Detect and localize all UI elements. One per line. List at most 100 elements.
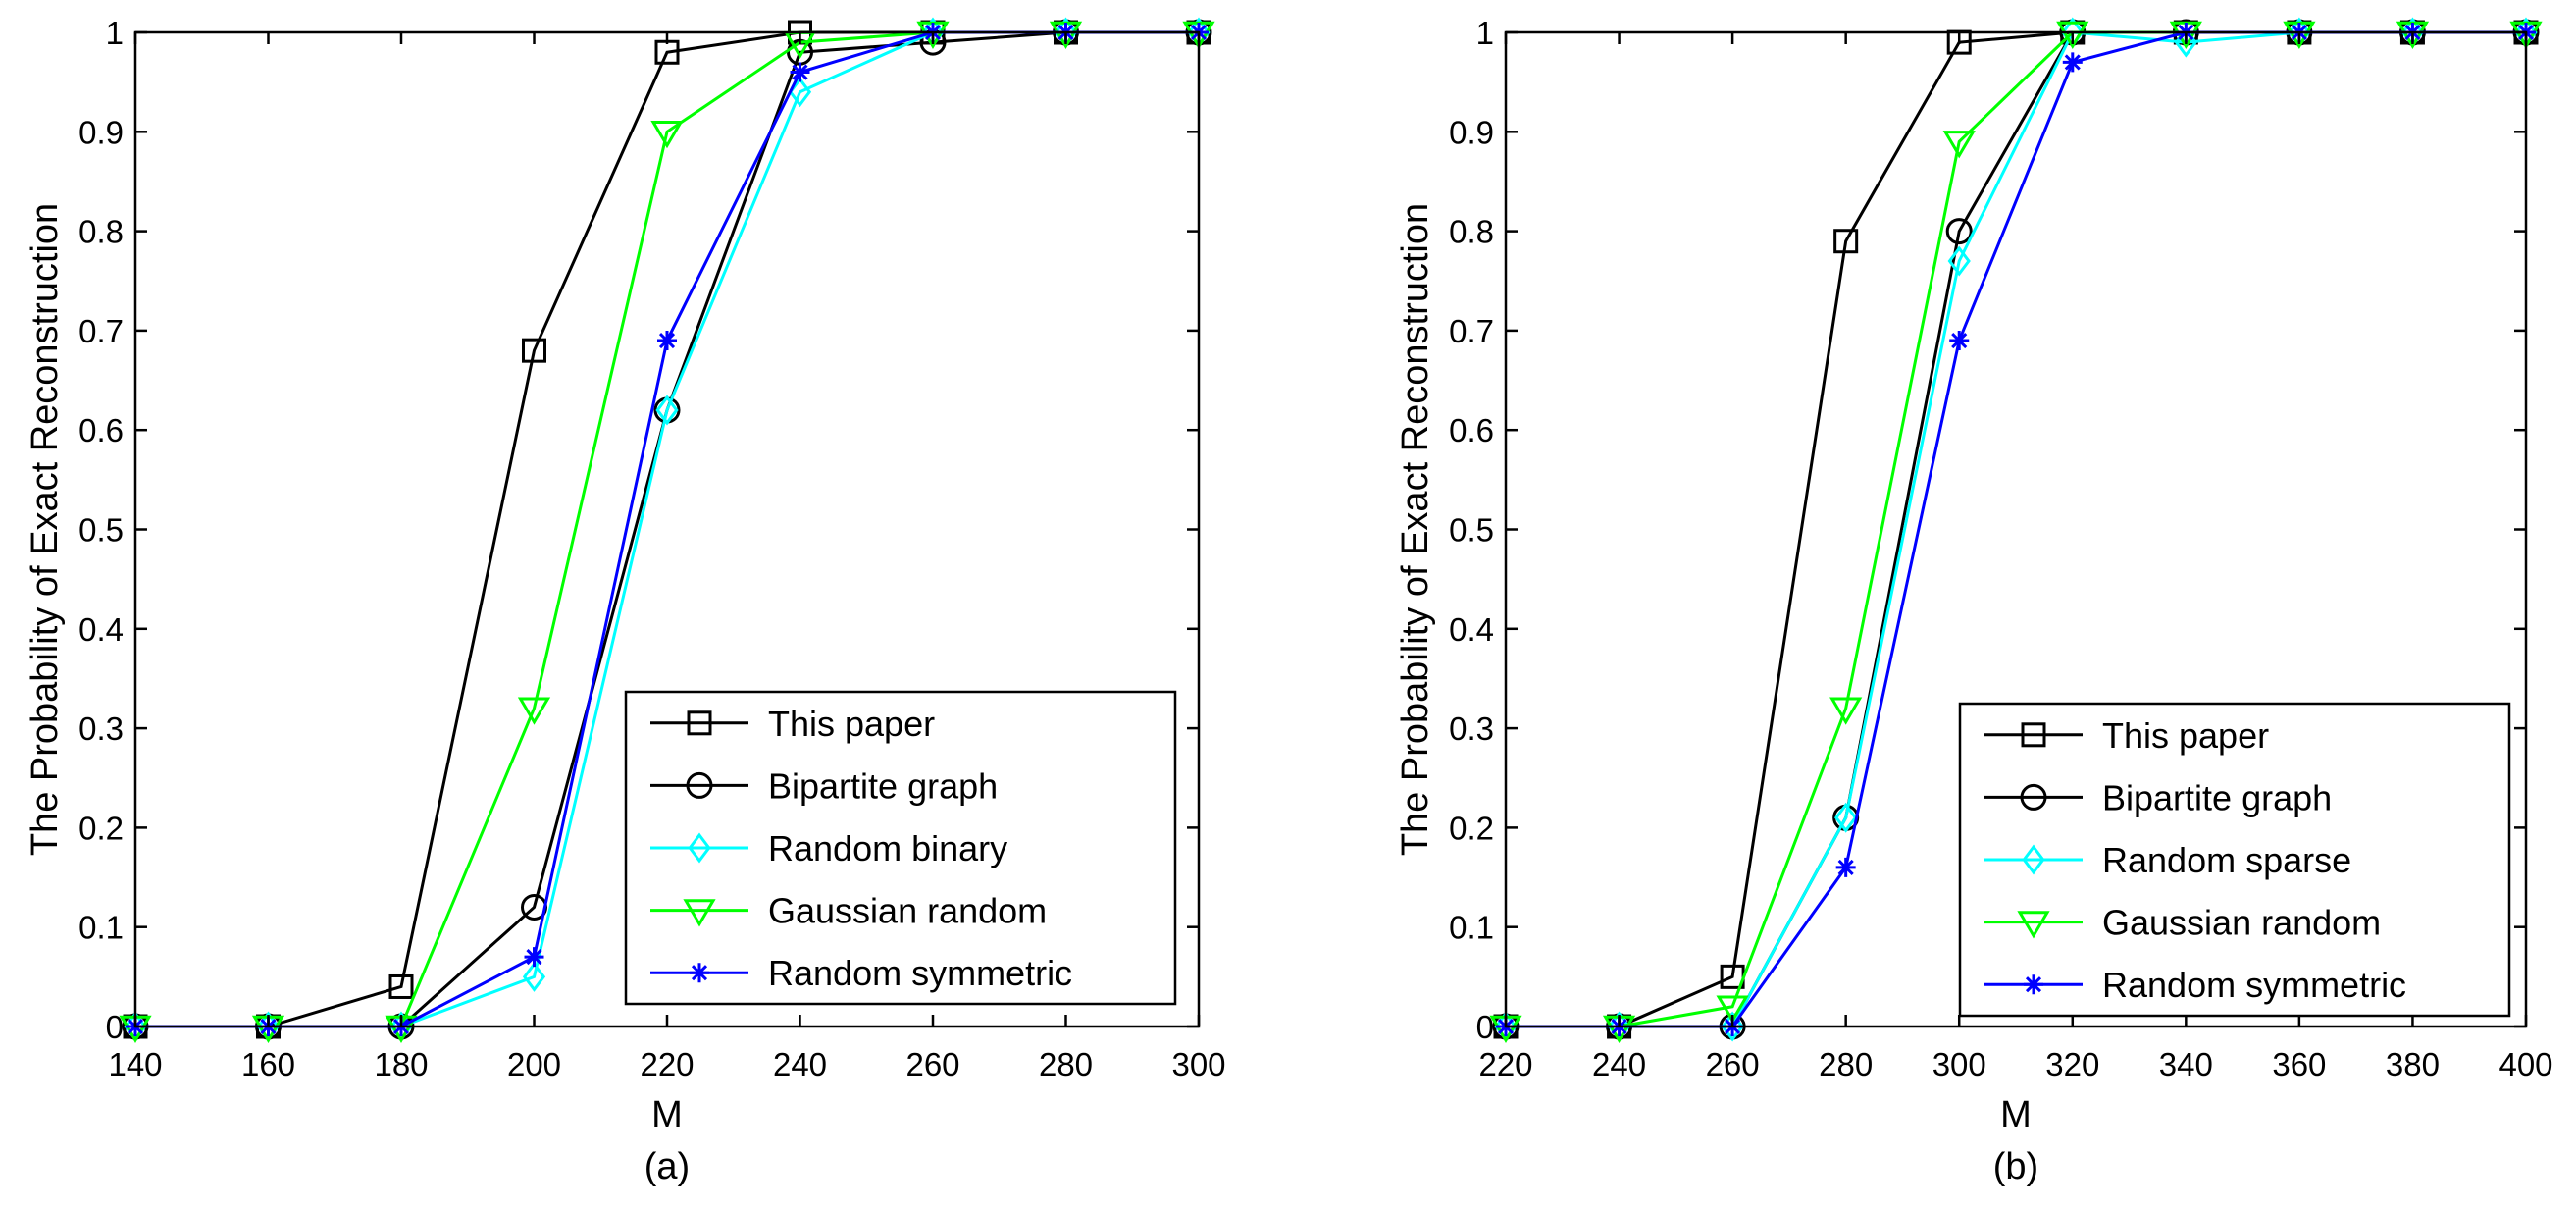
y-tick-label: 0.8 <box>1449 214 1494 250</box>
y-axis-label: The Probability of Exact Reconstruction <box>1395 203 1436 856</box>
x-tick-label: 260 <box>1706 1046 1760 1082</box>
legend-item: This paper <box>1984 715 2269 756</box>
legend-label: Random symmetric <box>2102 965 2406 1005</box>
data-point <box>1829 697 1863 725</box>
y-axis-label: The Probability of Exact Reconstruction <box>25 203 66 856</box>
x-tick-label: 260 <box>905 1046 959 1082</box>
x-tick-label: 320 <box>2045 1046 2099 1082</box>
x-tick-label: 400 <box>2499 1046 2552 1082</box>
data-point <box>650 121 684 149</box>
legend-label: Random sparse <box>2102 840 2351 880</box>
y-tick-label: 0.9 <box>1449 114 1494 150</box>
x-tick-label: 280 <box>1819 1046 1873 1082</box>
y-tick-label: 0.4 <box>1449 611 1494 648</box>
legend-label: Random symmetric <box>768 953 1072 993</box>
legend-swatch-marker <box>2022 844 2045 875</box>
legend-swatch-marker <box>2021 722 2046 748</box>
legend-item: Random sparse <box>1984 840 2351 880</box>
x-tick-label: 180 <box>374 1046 428 1082</box>
x-tick-label: 340 <box>2159 1046 2213 1082</box>
y-tick-label: 1 <box>1476 15 1494 51</box>
x-tick-label: 220 <box>1478 1046 1532 1082</box>
legend-item: Bipartite graph <box>1984 777 2332 817</box>
data-point <box>388 973 414 999</box>
data-point <box>657 331 677 351</box>
legend-label: Bipartite graph <box>2102 777 2332 817</box>
chart-panel-1: 140 160 180 200 220 240 260 280 300 0 0.1 0.2 0.3 0.4… <box>25 15 1226 1187</box>
legend-label: This paper <box>2102 715 2269 756</box>
y-tick-label: 0.7 <box>78 313 124 349</box>
data-point <box>655 395 679 426</box>
x-tick-label: 140 <box>108 1046 162 1082</box>
x-tick-label: 360 <box>2272 1046 2326 1082</box>
data-point <box>522 961 546 992</box>
x-tick-label: 300 <box>1932 1046 1986 1082</box>
data-point <box>1949 331 1970 351</box>
legend: This paper Bipartite graph Random binary Ga… <box>624 690 1177 1006</box>
legend: This paper Bipartite graph Random sparse Ga… <box>1958 702 2511 1018</box>
legend-label: Gaussian random <box>768 891 1047 931</box>
data-point <box>1945 218 1973 245</box>
x-tick-label: 220 <box>640 1046 694 1082</box>
data-point <box>1942 131 1976 159</box>
legend-swatch-marker <box>686 771 713 799</box>
data-point <box>1716 995 1749 1024</box>
panel-caption: (b) <box>1993 1146 2038 1187</box>
x-tick-label: 380 <box>2386 1046 2440 1082</box>
legend-swatch-marker <box>683 899 716 927</box>
data-point <box>524 947 544 968</box>
data-point <box>2062 52 2083 73</box>
chart-panel-2: 220 240 260 280 300 320 340 360 380 400 0 0.1 0.2 0.3… <box>1395 15 2553 1187</box>
panel-caption: (a) <box>644 1146 690 1187</box>
legend-item: Bipartite graph <box>650 765 998 806</box>
y-tick-label: 0.4 <box>78 611 124 648</box>
legend-item: This paper <box>650 704 935 744</box>
legend-swatch-marker <box>2017 911 2050 939</box>
x-tick-label: 300 <box>1171 1046 1225 1082</box>
x-axis-label: M <box>2000 1094 2032 1135</box>
data-point <box>517 697 551 725</box>
y-tick-label: 0.1 <box>78 910 124 946</box>
y-tick-label: 0.6 <box>78 412 124 448</box>
legend-swatch-marker <box>2020 783 2047 811</box>
data-point <box>2056 21 2089 49</box>
y-tick-label: 0.3 <box>78 710 124 747</box>
y-tick-label: 1 <box>106 15 124 51</box>
x-tick-label: 280 <box>1039 1046 1093 1082</box>
y-tick-label: 0 <box>106 1009 124 1045</box>
legend-label: Gaussian random <box>2102 903 2381 943</box>
x-tick-label: 240 <box>1592 1046 1646 1082</box>
data-point <box>1833 229 1859 254</box>
x-tick-label: 200 <box>507 1046 561 1082</box>
y-tick-label: 0.2 <box>1449 810 1494 846</box>
y-tick-label: 0.3 <box>1449 710 1494 747</box>
y-tick-label: 0.7 <box>1449 313 1494 349</box>
legend-swatch-marker <box>688 832 711 864</box>
y-tick-label: 0.8 <box>78 214 124 250</box>
y-tick-label: 0.6 <box>1449 412 1494 448</box>
x-tick-label: 240 <box>773 1046 827 1082</box>
legend-item: Random binary <box>650 828 1007 868</box>
legend-item: Gaussian random <box>650 891 1047 931</box>
y-tick-label: 0.5 <box>1449 512 1494 549</box>
data-point <box>1947 245 1971 277</box>
legend-item: Gaussian random <box>1984 903 2381 943</box>
legend-swatch-marker <box>2024 974 2043 995</box>
legend-item: Random symmetric <box>1984 965 2406 1005</box>
data-point <box>522 338 546 363</box>
data-point <box>1721 1011 1744 1042</box>
legend-swatch-marker <box>690 963 709 983</box>
y-tick-label: 0.2 <box>78 810 124 846</box>
legend-label: Random binary <box>768 828 1007 868</box>
legend-swatch-marker <box>687 710 712 736</box>
legend-label: This paper <box>768 704 935 744</box>
data-point <box>1835 857 1856 877</box>
y-tick-label: 0 <box>1476 1009 1494 1045</box>
y-tick-label: 0.1 <box>1449 910 1494 946</box>
legend-item: Random symmetric <box>650 953 1072 993</box>
data-point <box>790 62 810 82</box>
x-axis-label: M <box>651 1094 683 1135</box>
legend-label: Bipartite graph <box>768 765 998 806</box>
y-tick-label: 0.5 <box>78 512 124 549</box>
